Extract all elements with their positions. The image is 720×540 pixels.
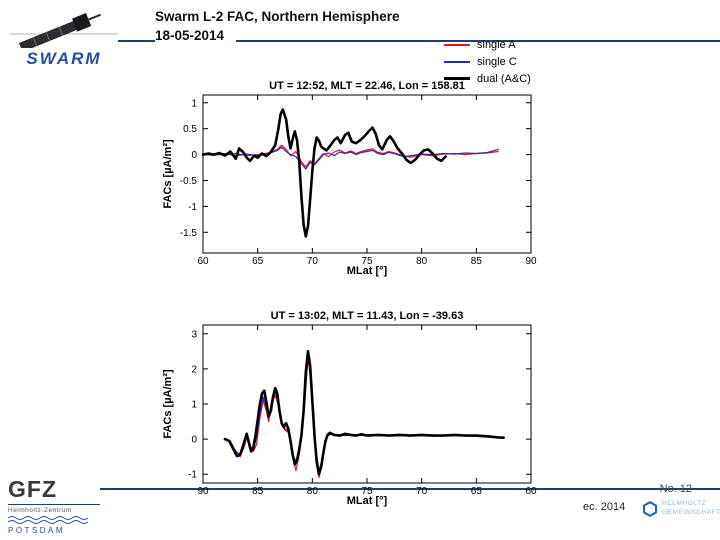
chart-svg: UT = 12:52, MLT = 22.46, Lon = 158.81 60 6…: [162, 80, 537, 277]
slide-title-date: 18-05-2014: [155, 25, 237, 46]
svg-text:1: 1: [191, 400, 197, 411]
slide-title-line1: Swarm L-2 FAC, Northern Hemisphere: [155, 9, 400, 24]
svg-text:85: 85: [252, 486, 264, 497]
svg-text:-1: -1: [188, 470, 197, 481]
helmholtz-logo-text: HELMHOLTZ GEMEINSCHAFT: [662, 500, 720, 518]
svg-text:90: 90: [525, 256, 537, 267]
helmholtz-line2: GEMEINSCHAFT: [662, 508, 720, 516]
svg-text:75: 75: [361, 256, 373, 267]
svg-text:MLat [°]: MLat [°]: [347, 495, 388, 507]
gfz-logo-subtitle: Helmholtz-Zentrum: [8, 507, 72, 514]
svg-text:75: 75: [361, 486, 373, 497]
legend: single A single C dual (A&C): [444, 36, 531, 87]
svg-text:0: 0: [191, 435, 197, 446]
legend-line-sample: [444, 43, 470, 46]
svg-text:65: 65: [471, 486, 483, 497]
gfz-logo-rule: [8, 504, 100, 505]
svg-text:70: 70: [416, 486, 428, 497]
svg-text:90: 90: [197, 486, 209, 497]
header-rule: [118, 40, 720, 42]
legend-item-dual: dual (A&C): [444, 70, 531, 87]
legend-item-single-c: single C: [444, 53, 531, 70]
svg-text:1: 1: [191, 98, 197, 109]
gfz-logo-text: GFZ: [8, 476, 57, 502]
svg-text:0: 0: [191, 150, 197, 161]
svg-text:-0.5: -0.5: [180, 176, 198, 187]
fac-chart-top: UT = 12:52, MLT = 22.46, Lon = 158.81 60 6…: [160, 78, 552, 291]
svg-text:60: 60: [197, 256, 209, 267]
legend-label: dual (A&C): [477, 72, 531, 85]
svg-text:-1: -1: [188, 202, 197, 213]
gfz-logo-city: POTSDAM: [8, 526, 66, 535]
svg-text:UT = 12:52, MLT = 22.46, Lon =: UT = 12:52, MLT = 22.46, Lon = 158.81: [269, 80, 465, 92]
footer-rule: [100, 488, 720, 490]
helmholtz-logo: HELMHOLTZ GEMEINSCHAFT: [642, 500, 720, 518]
svg-text:2: 2: [191, 364, 197, 375]
gfz-logo: GFZ Helmholtz-Zentrum POTSDAM: [8, 478, 100, 535]
gfz-waves-icon: [8, 516, 89, 524]
helmholtz-line1: HELMHOLTZ: [662, 500, 707, 507]
svg-text:UT = 13:02, MLT = 11.43, Lon =: UT = 13:02, MLT = 11.43, Lon = -39.63: [271, 310, 464, 322]
svg-text:70: 70: [307, 256, 319, 267]
svg-text:FACs [µA/m²]: FACs [µA/m²]: [162, 369, 174, 439]
swarm-satellite-icon: [10, 13, 118, 52]
svg-text:80: 80: [307, 486, 319, 497]
svg-text:65: 65: [252, 256, 264, 267]
helmholtz-emblem-icon: [642, 500, 658, 517]
legend-label: single C: [477, 55, 517, 68]
legend-line-sample: [444, 60, 470, 63]
swarm-logo-text: SWARM: [26, 49, 102, 68]
svg-text:85: 85: [471, 256, 483, 267]
legend-item-single-a: single A: [444, 36, 531, 53]
fac-chart-bottom: UT = 13:02, MLT = 11.43, Lon = -39.63 90 8…: [160, 308, 552, 521]
svg-text:80: 80: [416, 256, 428, 267]
swarm-logo: SWARM: [6, 4, 122, 69]
svg-text:3: 3: [191, 329, 197, 340]
svg-text:MLat [°]: MLat [°]: [347, 265, 388, 277]
legend-line-sample: [444, 77, 470, 80]
page-number: No. 12: [659, 483, 692, 495]
slide-title: Swarm L-2 FAC, Northern Hemisphere 18-05…: [155, 9, 400, 46]
svg-text:60: 60: [525, 486, 537, 497]
legend-label: single A: [477, 38, 516, 51]
svg-text:FACs [µA/m²]: FACs [µA/m²]: [162, 139, 174, 209]
svg-text:-1.5: -1.5: [180, 228, 198, 239]
footer-date: ec. 2014: [583, 501, 626, 513]
chart-svg: UT = 13:02, MLT = 11.43, Lon = -39.63 90 8…: [162, 310, 537, 507]
svg-text:0.5: 0.5: [183, 124, 197, 135]
